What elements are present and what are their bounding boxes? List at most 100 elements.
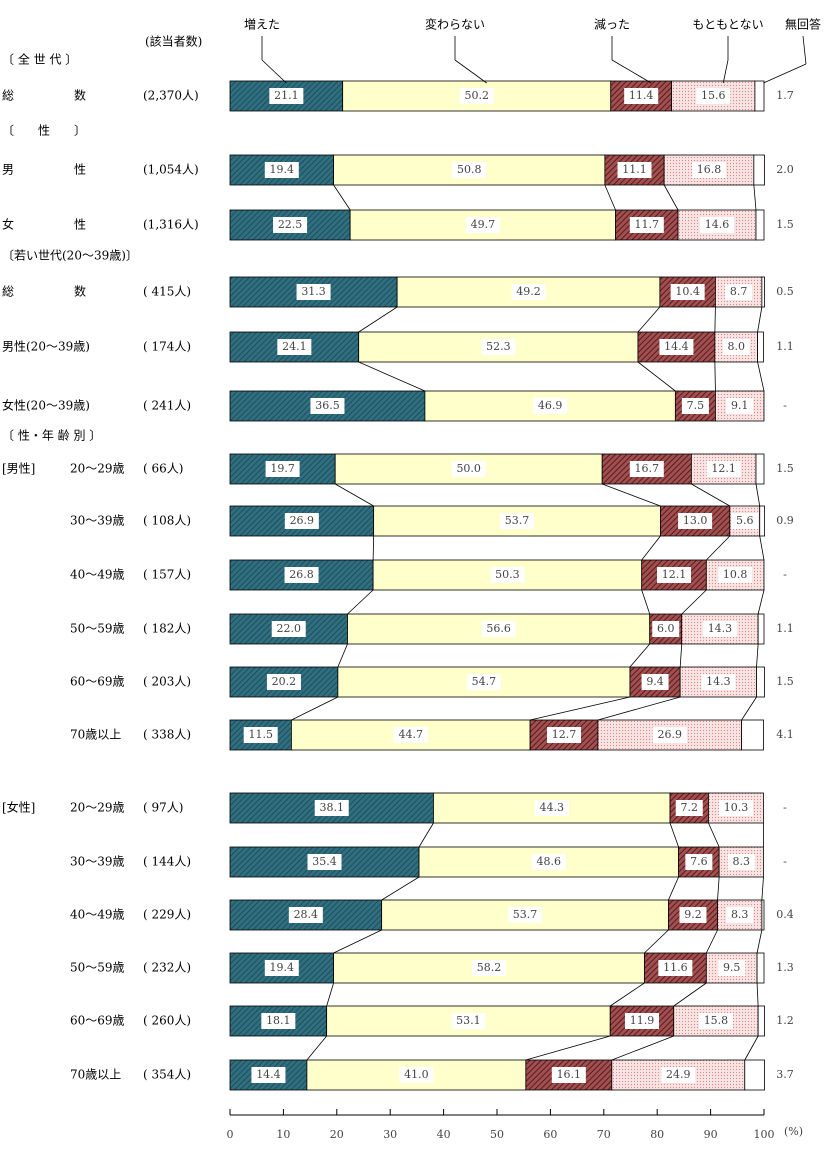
bar-segment xyxy=(756,952,765,984)
value-label: 8.0 xyxy=(727,340,745,353)
connector xyxy=(418,822,434,848)
label-box xyxy=(652,621,680,637)
row-count: ( 203人) xyxy=(143,675,191,689)
connector xyxy=(347,589,374,615)
label-box xyxy=(706,461,741,477)
bar-segment xyxy=(604,154,665,186)
connector xyxy=(611,1035,674,1061)
label-box xyxy=(243,727,278,743)
value-label: 53.1 xyxy=(456,1014,481,1027)
count-header: (該当者数) xyxy=(145,34,202,49)
row-label: 20～29歳 xyxy=(70,462,125,476)
value-label: 35.4 xyxy=(312,855,337,868)
label-box xyxy=(500,513,535,529)
connector xyxy=(333,184,351,211)
label-box xyxy=(718,800,753,816)
connector xyxy=(668,876,679,901)
label-box xyxy=(511,284,546,300)
legend-leader xyxy=(722,59,729,84)
connector xyxy=(326,982,334,1007)
value-label: 1.3 xyxy=(776,961,794,974)
legend-label: もともとない xyxy=(692,18,763,32)
value-label: 11.9 xyxy=(630,1014,655,1027)
value-label: 6.0 xyxy=(657,622,675,635)
connector xyxy=(358,361,426,392)
bar-segment xyxy=(756,666,765,698)
label-box xyxy=(691,162,726,178)
label-box xyxy=(675,800,703,816)
label-box xyxy=(670,284,705,300)
value-label: 9.1 xyxy=(731,399,749,412)
connector xyxy=(757,306,763,333)
label-box xyxy=(617,162,652,178)
value-label: 11.7 xyxy=(635,218,660,231)
value-label: 7.5 xyxy=(687,399,705,412)
value-label: 24.1 xyxy=(282,340,307,353)
label-box xyxy=(624,88,659,104)
label-box xyxy=(698,1013,733,1029)
row-label: 男 性 xyxy=(2,163,86,177)
value-label: 1.7 xyxy=(776,89,794,102)
label-box xyxy=(551,1067,586,1083)
value-label: 1.2 xyxy=(776,1014,794,1027)
connector xyxy=(673,982,707,1007)
value-label: 14.6 xyxy=(705,218,730,231)
label-box xyxy=(452,162,487,178)
label-box xyxy=(658,960,693,976)
connector xyxy=(306,1035,327,1061)
label-box xyxy=(273,217,308,233)
label-box xyxy=(685,854,713,870)
value-label: 11.5 xyxy=(248,728,273,741)
row-label: 30～39歳 xyxy=(70,855,125,869)
x-unit: (%) xyxy=(784,1125,803,1138)
value-label: 8.7 xyxy=(730,285,748,298)
row-count: ( 144人) xyxy=(143,855,191,869)
value-label: 19.7 xyxy=(270,462,295,475)
connector xyxy=(759,535,765,561)
label-box xyxy=(718,960,746,976)
label-box xyxy=(508,907,543,923)
connector xyxy=(756,982,759,1007)
label-box xyxy=(725,284,753,300)
row-label: 70歳以上 xyxy=(70,728,121,742)
bar-segment xyxy=(761,899,765,931)
connector xyxy=(334,483,374,507)
row-count: ( 66人) xyxy=(143,462,183,476)
row-count: ( 232人) xyxy=(143,961,191,975)
value-label: 14.3 xyxy=(708,622,733,635)
value-label: - xyxy=(783,399,787,412)
bar-segment xyxy=(755,453,765,485)
value-label: 44.3 xyxy=(539,801,564,814)
value-label: 11.1 xyxy=(622,163,647,176)
value-label: 46.9 xyxy=(538,399,563,412)
value-label: 44.7 xyxy=(399,728,424,741)
connector xyxy=(753,184,757,211)
value-label: 2.0 xyxy=(776,163,794,176)
x-tick-label: 70 xyxy=(597,1128,611,1141)
value-label: 13.0 xyxy=(683,514,708,527)
row-count: ( 174人) xyxy=(143,340,191,354)
value-label: 9.2 xyxy=(684,908,702,921)
label-box xyxy=(277,339,312,355)
label-box xyxy=(490,567,525,583)
value-label: 12.1 xyxy=(711,462,736,475)
value-label: 9.5 xyxy=(723,961,741,974)
x-tick-label: 100 xyxy=(754,1128,775,1141)
row-label: 50～59歳 xyxy=(70,622,125,636)
x-tick-label: 80 xyxy=(650,1128,664,1141)
value-label: 1.1 xyxy=(776,622,794,635)
row-count: ( 354人) xyxy=(143,1068,191,1082)
value-label: 16.1 xyxy=(557,1068,582,1081)
bar-segment xyxy=(759,505,765,537)
row-count: ( 338人) xyxy=(143,728,191,742)
section-title: 〔 性・年 齢 別 〕 xyxy=(2,428,101,443)
label-box xyxy=(657,567,692,583)
label-box xyxy=(314,800,349,816)
label-box xyxy=(702,621,737,637)
label-box xyxy=(652,727,687,743)
connector xyxy=(629,643,651,668)
row-count: ( 157人) xyxy=(143,568,191,582)
row-count: ( 241人) xyxy=(143,399,191,413)
row-label: 60～69歳 xyxy=(70,675,125,689)
label-box xyxy=(681,398,709,414)
